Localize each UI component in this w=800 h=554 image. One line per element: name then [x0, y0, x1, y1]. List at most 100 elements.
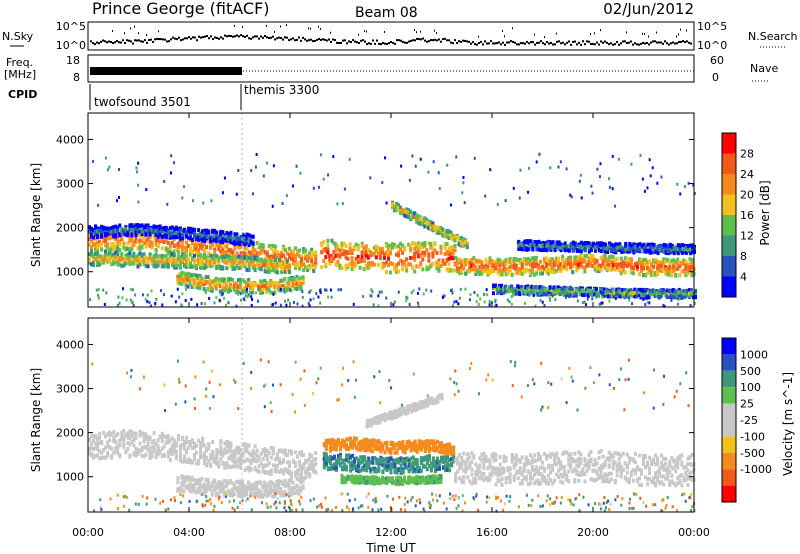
scatter-cell — [638, 294, 641, 298]
scatter-cell — [257, 264, 261, 269]
scatter-cell — [273, 248, 277, 253]
scatter-cell — [189, 264, 192, 269]
noise-point — [418, 37, 420, 40]
scatter-cell — [532, 291, 536, 296]
scatter-cell — [676, 297, 679, 301]
scatter-cell — [279, 262, 283, 267]
scatter-cell — [530, 262, 534, 267]
scatter-cell — [557, 259, 561, 264]
scatter-cell — [247, 255, 251, 260]
scatter-cell — [665, 288, 669, 293]
scatter-cell — [666, 251, 670, 256]
scatter-cell — [583, 300, 586, 304]
noise-point — [420, 30, 421, 33]
scatter-cell — [197, 232, 201, 237]
scatter-cell — [273, 281, 277, 286]
colorbar-swatch — [722, 194, 736, 215]
scatter-cell — [510, 294, 513, 298]
scatter-cell — [134, 236, 138, 241]
scatter-cell — [510, 284, 514, 289]
noise-point — [338, 41, 340, 44]
scatter-cell — [403, 211, 407, 216]
scatter-cell — [132, 443, 136, 448]
scatter-cell — [489, 168, 492, 172]
scatter-cell — [633, 291, 637, 296]
scatter-cell — [559, 262, 563, 267]
scatter-cell — [96, 229, 100, 234]
scatter-cell — [603, 265, 607, 270]
scatter-cell — [553, 270, 557, 275]
noise-point — [184, 37, 186, 40]
scatter-cell — [106, 259, 110, 264]
scatter-cell — [575, 255, 579, 260]
scatter-cell — [545, 248, 549, 253]
noise-point — [280, 25, 281, 28]
scatter-cell — [639, 265, 643, 270]
scatter-cell — [376, 245, 380, 250]
scatter-cell — [584, 303, 587, 307]
scatter-cell — [558, 291, 562, 296]
scatter-cell — [423, 243, 427, 248]
scatter-cell — [586, 291, 590, 296]
noise-point — [240, 34, 242, 37]
scatter-cell — [88, 252, 91, 257]
scatter-cell — [414, 164, 417, 168]
scatter-cell — [514, 291, 518, 296]
scatter-cell — [104, 233, 108, 238]
scatter-cell — [201, 236, 205, 241]
noise-point — [296, 38, 298, 41]
scatter-cell — [136, 447, 140, 452]
scatter-cell — [647, 288, 651, 293]
scatter-cell — [290, 250, 293, 255]
noise-point — [318, 38, 320, 41]
scatter-cell — [421, 245, 425, 250]
noise-point — [316, 38, 318, 41]
scatter-cell — [156, 228, 160, 233]
scatter-cell — [225, 249, 229, 254]
scatter-cell — [421, 241, 425, 246]
scatter-cell — [253, 281, 257, 286]
scatter-cell — [114, 433, 118, 438]
scatter-cell — [261, 290, 265, 295]
scatter-cell — [595, 286, 599, 291]
scatter-cell — [423, 240, 427, 245]
scatter-cell — [601, 262, 605, 267]
scatter-cell — [369, 293, 372, 297]
scatter-cell — [573, 242, 577, 247]
scatter-cell — [445, 229, 449, 234]
scatter-cell — [676, 182, 679, 186]
scatter-cell — [144, 432, 148, 437]
scatter-cell — [478, 265, 482, 270]
scatter-cell — [327, 173, 330, 177]
scatter-cell — [376, 251, 380, 256]
scatter-cell — [233, 266, 237, 271]
noise-point — [450, 41, 452, 44]
scatter-cell — [110, 225, 114, 230]
scatter-cell — [154, 225, 158, 230]
scatter-cell — [498, 272, 502, 277]
scatter-cell — [214, 281, 218, 286]
scatter-cell — [519, 244, 523, 249]
scatter-cell — [423, 250, 427, 255]
scatter-cell — [423, 217, 427, 222]
scatter-cell — [90, 446, 94, 451]
scatter-cell — [415, 264, 419, 269]
scatter-cell — [600, 249, 604, 254]
beam-title: Beam 08 — [355, 5, 418, 21]
scatter-cell — [106, 252, 110, 257]
scatter-cell — [598, 302, 601, 306]
noise-point — [652, 40, 654, 43]
scatter-cell — [419, 216, 423, 221]
scatter-cell — [197, 242, 201, 247]
scatter-cell — [225, 236, 229, 241]
scatter-cell — [92, 446, 96, 451]
scatter-cell — [650, 270, 654, 275]
scatter-cell — [205, 233, 209, 238]
scatter-cell — [654, 271, 658, 276]
scatter-cell — [269, 254, 273, 259]
scatter-cell — [201, 229, 205, 234]
scatter-cell — [146, 242, 150, 247]
scatter-cell — [563, 241, 567, 246]
